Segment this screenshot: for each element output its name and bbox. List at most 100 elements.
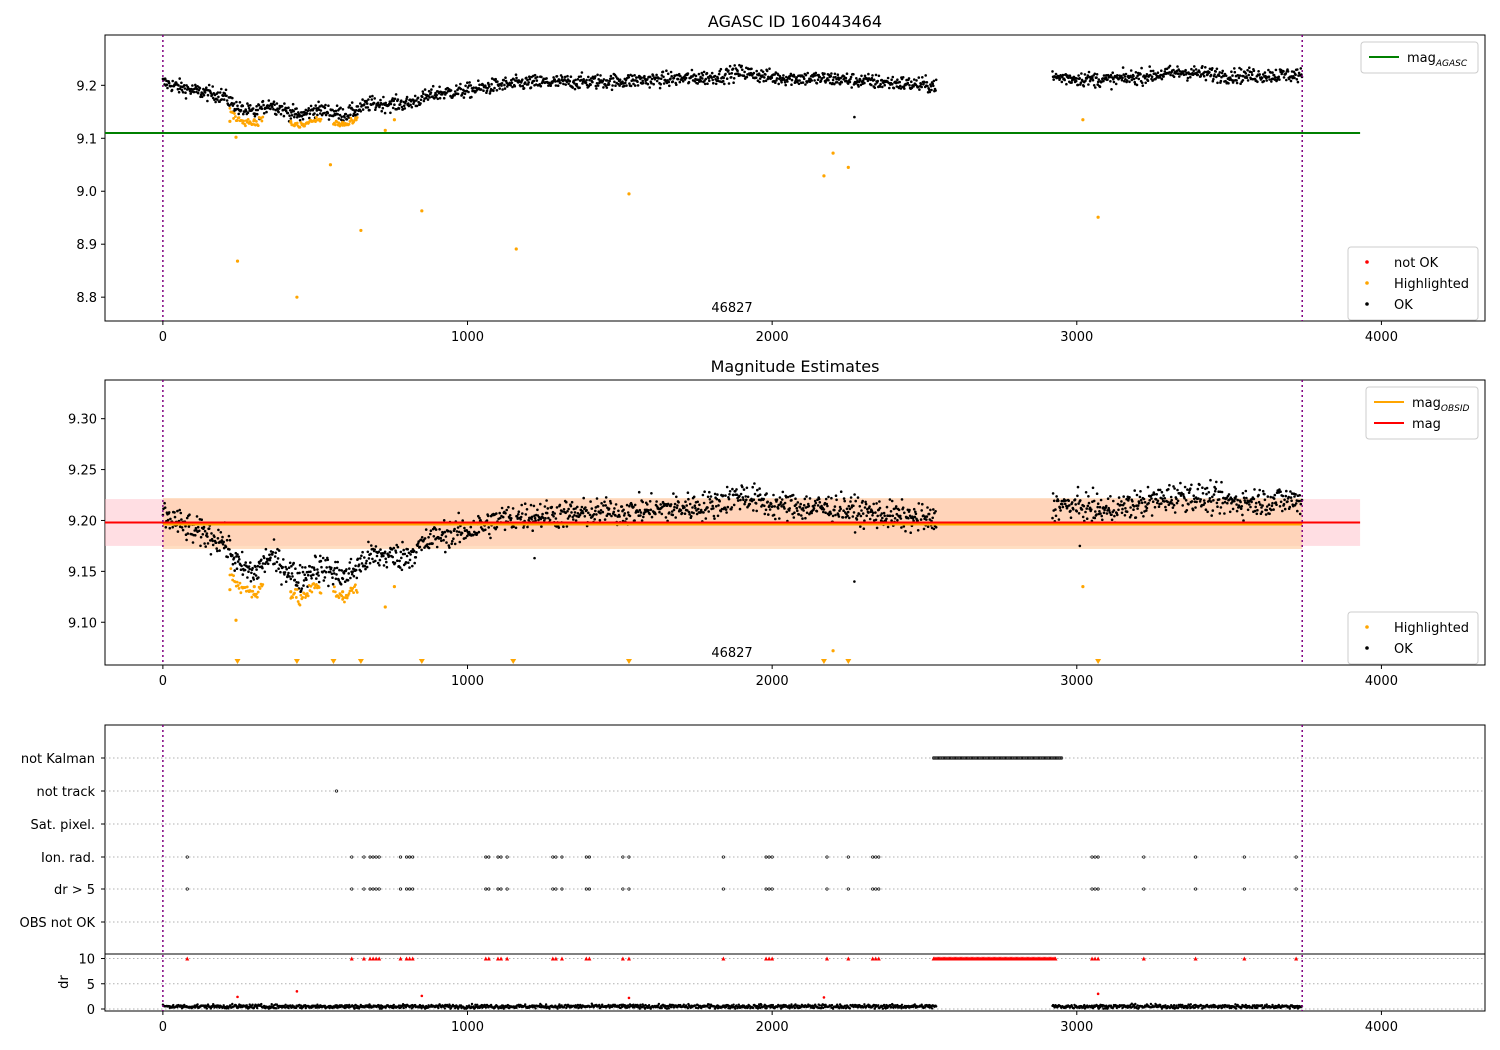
panel1-ok-point	[816, 78, 820, 81]
panel2-ok-point	[893, 517, 897, 520]
panel2-ok-point	[725, 485, 729, 489]
panel1-ok-point	[1176, 65, 1179, 68]
panel2-ok-point	[874, 518, 878, 522]
panel2-ok-point	[1081, 515, 1085, 519]
panel1-ok-point	[853, 115, 856, 119]
panel1-ok-point	[463, 92, 467, 96]
panel2-ok-point	[401, 540, 404, 544]
panel1-ok-point	[610, 88, 614, 92]
panel1-ok-point	[341, 108, 345, 111]
panel2-ok-point	[1129, 513, 1133, 517]
panel2-ok-point	[1238, 505, 1241, 509]
panel2-ok-point	[849, 496, 853, 499]
panel2-ok-point	[1106, 497, 1110, 501]
panel2-ok-point	[340, 569, 344, 572]
panel2-ok-point	[404, 561, 408, 564]
panel2-ok-point	[1242, 519, 1245, 522]
panel2-ok-point	[342, 572, 346, 575]
panel1-ok-point	[340, 115, 344, 119]
panel2-ok-point	[724, 508, 728, 511]
panel2-ok-point	[271, 553, 274, 556]
panel1-ok-point	[877, 74, 881, 78]
panel1-ok-point	[1108, 75, 1112, 79]
panel3-flag-point	[1090, 855, 1094, 859]
panel2-ok-point	[1123, 502, 1126, 505]
panel1-ok-point	[504, 76, 507, 79]
panel3-dr-point	[598, 1003, 601, 1007]
panel2-ok-point	[1063, 502, 1067, 506]
panel1-ok-point	[1219, 79, 1223, 83]
panel1-ok-point	[650, 77, 654, 81]
panel1-ok-point	[1156, 71, 1160, 74]
panel3-dr-point	[443, 1007, 446, 1010]
panel1-ok-point	[921, 76, 924, 79]
panel1-ok-point	[648, 86, 651, 89]
panel3-dr-point	[515, 1006, 518, 1009]
panel2-ok-point	[861, 512, 865, 515]
panel1-ok-point	[180, 81, 183, 85]
panel2-ok-point	[589, 500, 592, 503]
panel1-ok-point	[774, 81, 777, 84]
panel3-dr-point	[277, 1006, 280, 1009]
panel1-ok-point	[449, 89, 453, 92]
panel1-ok-point	[1061, 73, 1065, 77]
panel2-ok-point	[673, 502, 677, 506]
panel2-ok-point	[742, 498, 745, 502]
panel2-ok-point	[713, 492, 717, 496]
panel2-ok-point	[1294, 502, 1298, 505]
panel2-ok-point	[298, 563, 302, 567]
panel2-ok-point	[257, 576, 260, 579]
panel2-ok-point	[1076, 494, 1079, 498]
panel1-ok-point	[510, 81, 514, 85]
panel1-ok-point	[632, 79, 636, 82]
panel3-dr-tick-label: 5	[87, 978, 95, 993]
panel2-ok-point	[239, 568, 243, 571]
panel2-ok-point	[1158, 488, 1162, 492]
panel1-ok-point	[1231, 74, 1234, 77]
panel1-ok-point	[1245, 76, 1249, 80]
panel3-flag-point	[484, 855, 488, 859]
panel1-ok-point	[379, 98, 382, 102]
panel2-ok-point	[322, 579, 326, 582]
panel2-ok-point	[805, 511, 809, 515]
panel1-ok-point	[431, 84, 435, 88]
panel2-ok-point	[576, 512, 580, 515]
panel2-ok-point	[792, 516, 796, 519]
panel2-ok-point	[567, 507, 570, 511]
panel2-ok-point	[695, 512, 699, 516]
panel2-ok-point	[797, 513, 801, 516]
panel1-ok-point	[1091, 78, 1095, 82]
panel2-ok-point	[216, 537, 220, 540]
panel2-ok-point	[883, 514, 886, 518]
panel2-ok-point	[1289, 490, 1292, 493]
panel2-ok-point	[524, 513, 528, 516]
panel1-ok-point	[220, 87, 223, 91]
panel2-ok-point	[914, 512, 918, 516]
panel2-ok-point	[829, 512, 833, 515]
panel1-ok-point	[272, 100, 276, 103]
panel2-ok-point	[248, 567, 251, 571]
panel1-highlighted-point	[359, 228, 363, 233]
panel1-ok-point	[1083, 73, 1087, 76]
panel1-ok-point	[1162, 75, 1165, 78]
panel2-ok-point	[1248, 503, 1251, 506]
panel1-ok-point	[1086, 74, 1090, 77]
panel1-ok-point	[786, 80, 789, 83]
panel2-ok-point	[217, 528, 220, 532]
panel1-ok-point	[1230, 70, 1233, 73]
panel2-ok-point	[341, 577, 345, 581]
panel2-ok-point	[1184, 499, 1188, 502]
panel2-ok-point	[517, 510, 521, 513]
panel1-ok-point	[166, 86, 169, 90]
panel2-ok-point	[609, 502, 613, 505]
panel2-ok-point	[418, 545, 422, 549]
panel3-flag-point	[846, 887, 850, 891]
panel2-ok-point	[1164, 508, 1168, 512]
panel1-ok-point	[384, 101, 388, 105]
panel2-ok-point	[1215, 501, 1219, 505]
panel3-flag-point	[721, 887, 725, 891]
panel2-ok-point	[363, 556, 366, 559]
panel2-ok-point	[443, 530, 447, 534]
panel1-highlighted-point	[846, 165, 850, 170]
panel2-ok-point	[1099, 498, 1103, 502]
